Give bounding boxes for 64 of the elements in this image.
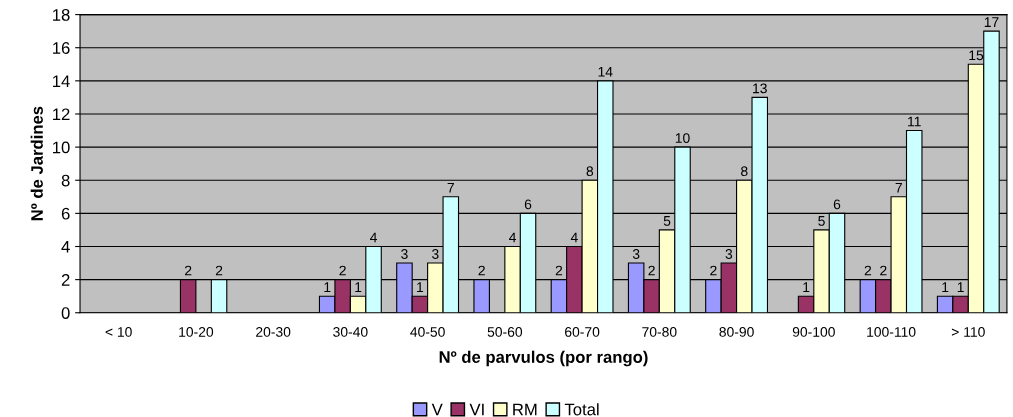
data-label: 15 (969, 50, 984, 61)
data-label: 8 (586, 166, 594, 177)
data-label: 2 (648, 265, 655, 276)
data-label: 6 (833, 199, 841, 210)
y-tick-label: 10 (53, 141, 70, 154)
data-label: 13 (753, 83, 767, 94)
x-tick-label: 70-80 (642, 327, 677, 337)
data-label: 6 (524, 199, 532, 210)
data-label: 14 (598, 67, 613, 77)
data-label: 3 (432, 249, 439, 259)
data-label: 8 (741, 166, 748, 177)
x-tick-label: 10-20 (179, 327, 214, 337)
y-tick-label: 8 (61, 174, 70, 187)
data-label: 2 (215, 265, 223, 276)
x-axis-title: Nº de parvulos (por rango) (439, 350, 648, 367)
x-tick-label: > 110 (951, 327, 985, 337)
y-tick-label: 4 (61, 241, 70, 253)
data-label: 2 (185, 265, 192, 276)
legend-label: Total (564, 403, 599, 416)
data-label: 11 (908, 116, 921, 127)
legend-label: V (431, 403, 443, 416)
data-label: 1 (417, 282, 424, 292)
data-label: 3 (632, 249, 640, 259)
data-label: 1 (942, 282, 949, 292)
legend-label: RM (513, 403, 537, 416)
x-tick-label: 30-40 (333, 327, 368, 337)
y-tick-label: 14 (53, 75, 70, 87)
x-tick-label: 40-50 (410, 327, 445, 337)
legend-label: VI (469, 403, 484, 416)
data-label: 1 (355, 282, 362, 292)
x-tick-label: 20-30 (256, 327, 291, 337)
data-label: 2 (864, 265, 872, 276)
x-tick-label: 60-70 (565, 327, 600, 337)
data-label: 1 (803, 282, 810, 292)
data-label: 4 (509, 232, 517, 243)
data-label: 5 (818, 216, 825, 226)
data-label: 17 (984, 17, 999, 27)
y-tick-label: 0 (61, 307, 70, 319)
data-label: 1 (324, 282, 331, 292)
y-tick-label: 16 (53, 42, 70, 54)
data-label: 2 (880, 265, 887, 276)
x-tick-label: < 10 (105, 327, 132, 337)
data-label: 2 (478, 265, 485, 276)
data-label: 7 (895, 182, 902, 193)
x-tick-label: 100-110 (867, 327, 916, 337)
y-tick-label: 2 (61, 274, 70, 286)
data-label: 1 (957, 282, 964, 292)
data-label: 7 (447, 182, 454, 193)
data-label: 5 (663, 216, 671, 226)
x-tick-label: 90-100 (792, 327, 835, 337)
x-tick-label: 50-60 (487, 327, 523, 337)
data-label: 2 (555, 265, 563, 276)
data-label: 2 (339, 265, 346, 276)
data-label: 4 (370, 232, 377, 243)
y-tick-label: 6 (61, 207, 70, 220)
x-tick-label: 80-90 (719, 327, 754, 337)
data-label: 3 (725, 249, 733, 259)
y-tick-label: 12 (53, 108, 70, 121)
data-label: 2 (710, 265, 717, 276)
data-label: 3 (401, 249, 408, 259)
y-tick-label: 18 (53, 9, 70, 21)
y-axis-title: Nº de Jardines (30, 106, 43, 221)
data-label: 10 (675, 133, 690, 143)
data-label: 4 (570, 232, 578, 243)
